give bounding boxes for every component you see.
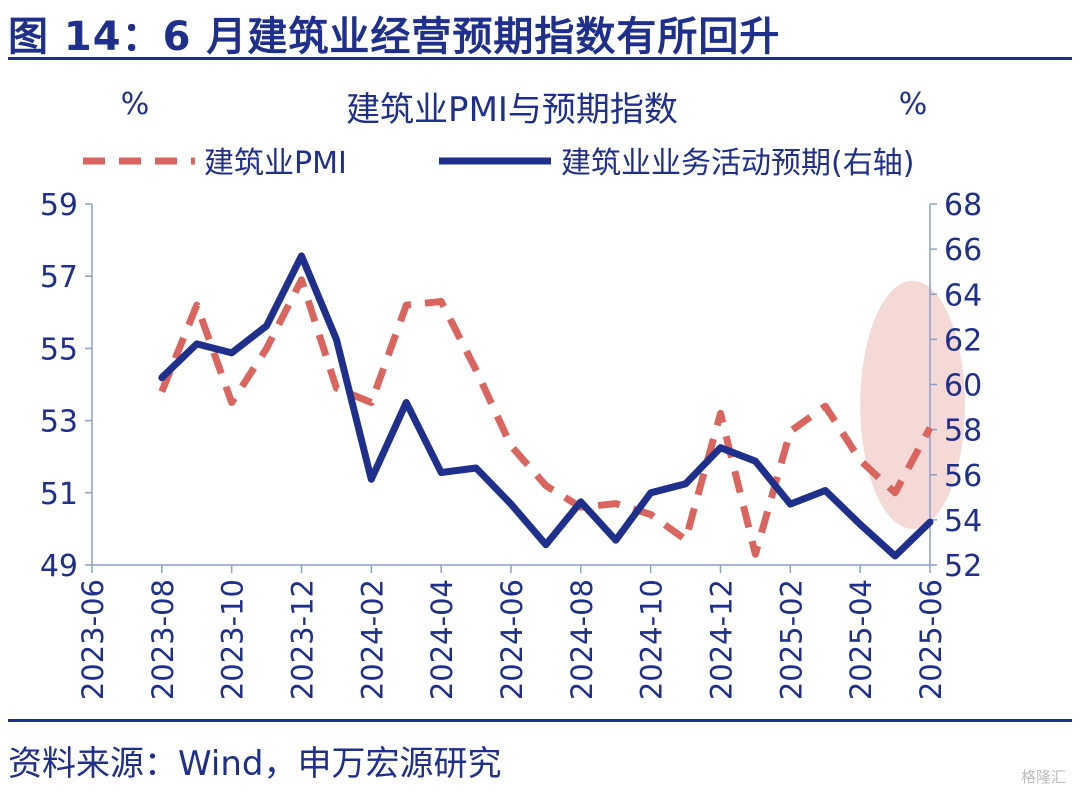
x-tick-label: 2023-06	[76, 579, 110, 700]
x-tick-label: 2023-10	[216, 579, 250, 700]
x-tick-label: 2024-06	[495, 579, 529, 700]
right-tick-label: 56	[944, 459, 982, 494]
x-tick-label: 2024-12	[705, 579, 739, 700]
left-tick-label: 57	[40, 260, 78, 295]
title-rule	[8, 57, 1072, 60]
x-tick-label: 2025-02	[774, 579, 808, 700]
chart-title: 建筑业PMI与预期指数	[346, 90, 678, 130]
right-tick-label: 58	[944, 414, 982, 449]
right-tick-label: 66	[944, 233, 982, 268]
legend: 建筑业PMI 建筑业业务活动预期(右轴)	[83, 146, 914, 181]
right-tick-label: 60	[944, 369, 982, 404]
highlight-layer	[860, 280, 965, 529]
footer-rule	[8, 719, 1072, 722]
x-tick-label: 2024-10	[635, 579, 669, 700]
x-tick-label: 2024-08	[565, 579, 599, 700]
right-tick-label: 62	[944, 323, 982, 358]
left-tick-label: 59	[40, 188, 78, 223]
x-tick-label: 2023-08	[146, 579, 180, 700]
left-axis-unit: %	[121, 87, 150, 122]
series-line-pmi	[158, 276, 934, 558]
left-tick-label: 53	[40, 405, 78, 440]
axes-layer: 49 51 53 55 57 59 52 54 56 58 60 62 64 66 68 2023-06 202…	[40, 188, 982, 700]
legend-label-expectation: 建筑业业务活动预期(右轴)	[561, 146, 914, 181]
x-tick-label: 2023-12	[286, 579, 320, 700]
left-tick-label: 51	[40, 477, 78, 512]
series-layer	[158, 252, 934, 560]
left-tick-label: 49	[40, 549, 78, 584]
legend-label-pmi: 建筑业PMI	[204, 146, 347, 181]
highlight-ellipse	[860, 280, 965, 529]
left-tick-label: 55	[40, 332, 78, 367]
right-tick-label: 64	[944, 278, 982, 313]
x-tick-label: 2024-04	[425, 579, 459, 700]
right-tick-label: 54	[944, 504, 982, 539]
x-tick-label: 2025-06	[914, 579, 948, 700]
right-tick-label: 52	[944, 549, 982, 584]
watermark: 格隆汇	[1020, 768, 1066, 786]
x-tick-label: 2024-02	[355, 579, 389, 700]
chart: 49 51 53 55 57 59 52 54 56 58 60 62 64 66 68 2023-06 202…	[40, 87, 982, 700]
text-layer: 建筑业PMI与预期指数 % %	[121, 87, 928, 130]
figure-title: 图 14：6 月建筑业经营预期指数有所回升	[8, 14, 781, 60]
right-axis-unit: %	[899, 87, 928, 122]
source-note: 资料来源：Wind，申万宏源研究	[8, 744, 502, 784]
series-line-expectation	[158, 252, 934, 560]
x-tick-label: 2025-04	[844, 579, 878, 700]
right-tick-label: 68	[944, 188, 982, 223]
